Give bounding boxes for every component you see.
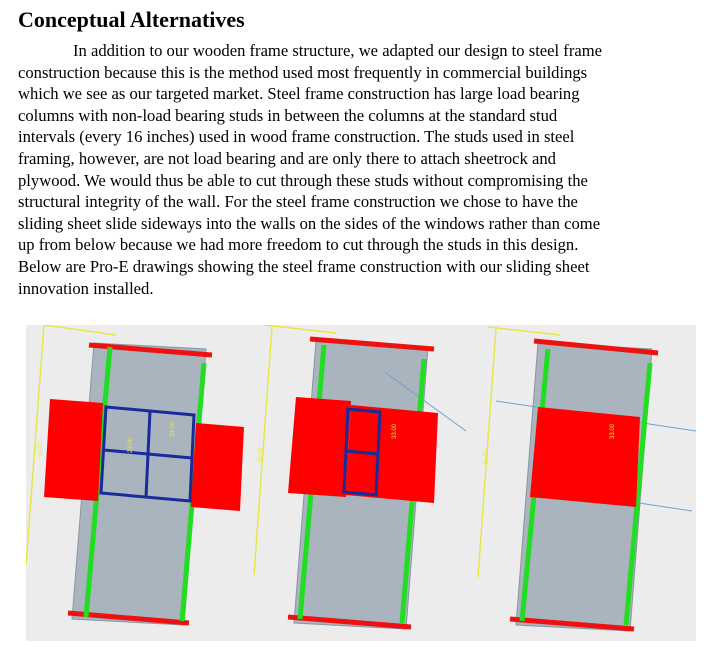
paragraph-line: up from below because we had more freedo… [18,235,579,255]
dimension-label: 33.00 [610,423,616,439]
paragraph-line: construction because this is the method … [18,62,588,82]
window-transom [345,449,379,456]
panel-sheet-partially-open: 96.00 33.00 [253,325,467,630]
paragraph-line: sliding sheet slide sideways into the wa… [18,213,601,233]
panel-sheets-extended: 96.00 33.00 23.00 [26,325,244,626]
window-frame [342,407,382,497]
paragraph-line: columns with non-load bearing studs in b… [18,105,558,125]
sliding-sheet-left [44,399,103,501]
sliding-sheet [288,397,351,497]
dimension-line [263,325,337,334]
dimension-line [253,326,273,576]
dimension-line [26,325,45,566]
bottom-track [509,616,635,632]
dimension-line [477,328,497,578]
dimension-label: 23.00 [128,437,134,453]
paragraph-line: intervals (every 16 inches) used in wood… [18,127,575,147]
dimension-label: 33.00 [392,423,398,439]
pro-e-drawings: 96.00 33.00 23.00 96.00 33.00 [26,325,696,632]
dimension-label: 96.00 [484,449,490,465]
steel-column [623,362,653,626]
window-frame [99,405,196,503]
body-paragraph: In addition to our wooden frame structur… [18,40,708,299]
dimension-line [43,325,117,336]
dimension-label: 96.00 [38,441,44,457]
paragraph-line: structural integrity of the wall. For th… [18,192,578,212]
page-title: Conceptual Alternatives [18,7,245,32]
bottom-track [287,614,412,630]
sliding-sheet [530,407,640,507]
sliding-sheet-right [191,423,244,511]
paragraph-line: plywood. We would thus be able to cut th… [18,170,588,190]
top-track [533,338,659,356]
guide-line [385,372,467,432]
dimension-label: 96.00 [258,447,264,463]
sliding-sheet [346,405,438,503]
paragraph-line: framing, however, are not load bearing a… [18,148,556,168]
window-transom [103,448,193,460]
panel-sheet-covering-window: 96.00 33.00 [477,326,696,632]
top-track [88,342,213,358]
top-track [309,336,435,352]
pro-e-drawings-figure: 96.00 33.00 23.00 96.00 33.00 [26,325,696,641]
dimension-label: 33.00 [170,421,176,437]
paragraph-line: Below are Pro-E drawings showing the ste… [18,256,590,276]
paragraph-line: which we see as our targeted market. Ste… [18,84,580,104]
paragraph-line: In addition to our wooden frame structur… [73,41,602,60]
dimension-line [487,326,561,336]
paragraph-line: innovation installed. [18,278,154,298]
